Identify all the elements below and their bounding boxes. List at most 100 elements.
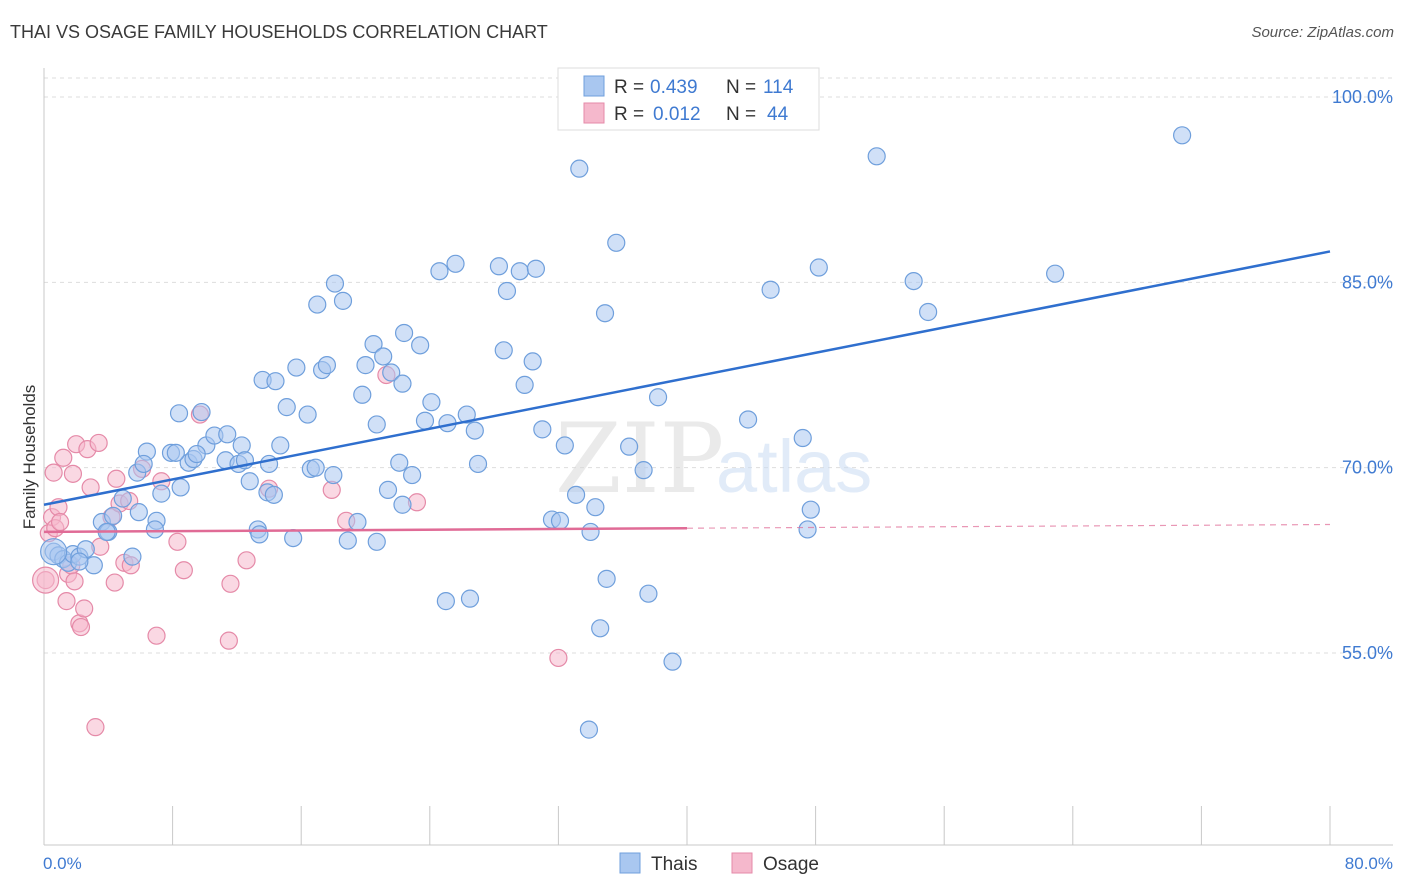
thais-point [353,385,372,404]
thais-point [468,454,488,474]
thais-point [70,552,89,571]
thais-point [586,498,605,517]
thais-point [374,347,393,366]
osage-point [168,532,187,551]
thais-point [218,425,237,444]
thais-point [436,592,455,611]
thais-point [394,323,414,343]
legend-osage-n-value: 44 [767,104,789,125]
thais-point [620,437,639,456]
thais-point [430,262,449,281]
thais-point [579,720,599,739]
osage-point [237,551,256,570]
thais-point [287,358,306,377]
y-tick-label: 85.0% [1342,272,1393,292]
bottom-legend-thais-label: Thais [651,854,697,875]
thais-point [526,259,545,278]
thais-point [494,341,513,360]
thais-trend-line [43,250,1331,506]
thais-point [240,472,259,491]
thais-point [192,402,211,422]
legend-thais-n-label: N = [726,77,756,98]
osage-point [219,631,238,650]
thais-point [348,512,367,532]
thais-point [595,304,615,323]
osage-point [107,469,126,488]
thais-point [171,478,190,497]
thais-point [169,404,189,423]
x-tick-label-min: 0.0% [43,854,82,873]
y-tick-label: 70.0% [1342,458,1393,478]
thais-point [597,569,616,588]
thais-point [867,147,886,166]
x-tick-label-max: 80.0% [1345,854,1393,873]
thais-point [232,436,251,455]
thais-point [104,506,123,525]
thais-point [533,420,552,439]
thais-point [550,511,570,530]
bottom-legend-osage-swatch [731,852,753,874]
thais-point [266,372,285,391]
thais-point [308,295,327,314]
legend-osage-swatch [583,102,605,124]
thais-point [298,405,317,424]
thais-point [904,271,923,291]
bottom-legend-thais-swatch [619,852,641,874]
osage-point [174,561,193,580]
thais-point [591,619,610,638]
thais-point [523,352,542,371]
thais-point [411,336,430,355]
thais-point [515,375,534,394]
thais-point [40,538,68,566]
thais-point [570,159,589,178]
osage-point [75,599,94,618]
osage-series [32,365,568,737]
thais-point [919,302,938,322]
osage-point [89,433,108,453]
thais-point [129,503,148,522]
top-legend: R = 0.439 N = 114 R = 0.012 N = 44 [557,67,820,131]
osage-trend-extension [686,523,1331,529]
thais-point [250,525,269,544]
bottom-legend-osage-label: Osage [763,854,819,875]
thais-point [634,461,653,480]
legend-thais-swatch [583,75,605,97]
osage-point [65,572,84,591]
osage-point [105,573,124,592]
osage-point [549,648,568,668]
thais-point [489,257,509,276]
osage-point [221,574,240,593]
osage-point [54,448,73,467]
thais-point [382,363,401,382]
thais-point [460,589,480,608]
thais-point [446,254,465,273]
thais-point [393,374,412,393]
thais-point [284,528,303,548]
thais-point [367,415,386,434]
osage-point [86,718,105,737]
thais-point [738,410,758,429]
thais-point [403,465,422,485]
osage-point [63,464,83,483]
thais-point [325,274,345,293]
thais-point [113,489,132,508]
osage-point [50,512,70,532]
osage-point [71,617,91,637]
thais-point [566,485,586,504]
thais-point [415,411,435,430]
osage-point [44,463,63,482]
thais-point [333,291,353,310]
thais-point [393,495,412,514]
thais-point [367,532,386,551]
thais-point [277,398,296,417]
thais-point [465,421,484,440]
thais-point [663,652,682,671]
thais-point [497,281,517,301]
thais-point [317,356,337,375]
source-label: Source: ZipAtlas.com [1251,24,1394,41]
legend-osage-r-label: R = [614,104,644,125]
thais-point [798,520,817,539]
thais-point [555,436,574,455]
thais-point [390,453,409,472]
osage-point [57,592,76,611]
